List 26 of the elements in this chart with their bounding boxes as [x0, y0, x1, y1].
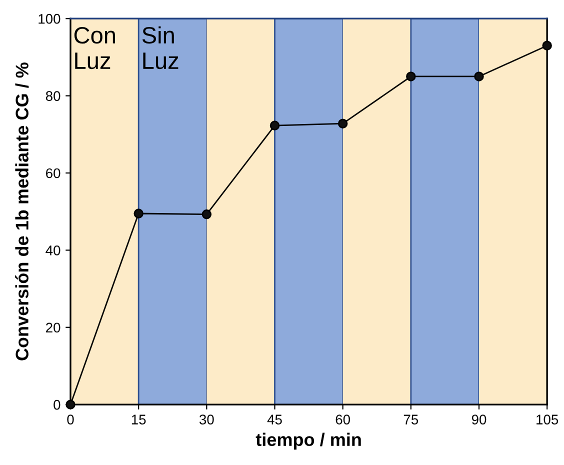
y-tick-label: 40 [46, 246, 60, 256]
x-tick-label: 90 [472, 414, 486, 424]
point [202, 209, 212, 220]
point [338, 118, 348, 128]
y-tick-label: 60 [46, 168, 60, 178]
point [270, 120, 280, 130]
x-tick-label: 60 [336, 414, 350, 424]
y-tick-label: 100 [38, 14, 60, 24]
point [406, 72, 416, 82]
x-tick-label: 105 [536, 414, 558, 424]
x-tick-label: 30 [199, 414, 214, 424]
point [134, 208, 144, 218]
point [474, 72, 484, 82]
y-tick-label: 80 [46, 91, 60, 101]
x-tick-label: 15 [132, 414, 146, 424]
y-axis-title: Conversión de 1b mediante CG / % [15, 62, 29, 360]
y-tick-label: 20 [46, 322, 60, 333]
y-tick-label: 0 [54, 400, 60, 410]
x-tick-label: 45 [267, 414, 282, 424]
x-tick-label: 75 [404, 414, 418, 424]
x-axis-title: tiempo / min [256, 432, 361, 450]
x-tick-label: 0 [67, 414, 74, 424]
band-label: Sin Luz [142, 26, 178, 70]
point [542, 40, 552, 50]
band-label: Con Luz [74, 26, 116, 70]
point [66, 400, 76, 410]
